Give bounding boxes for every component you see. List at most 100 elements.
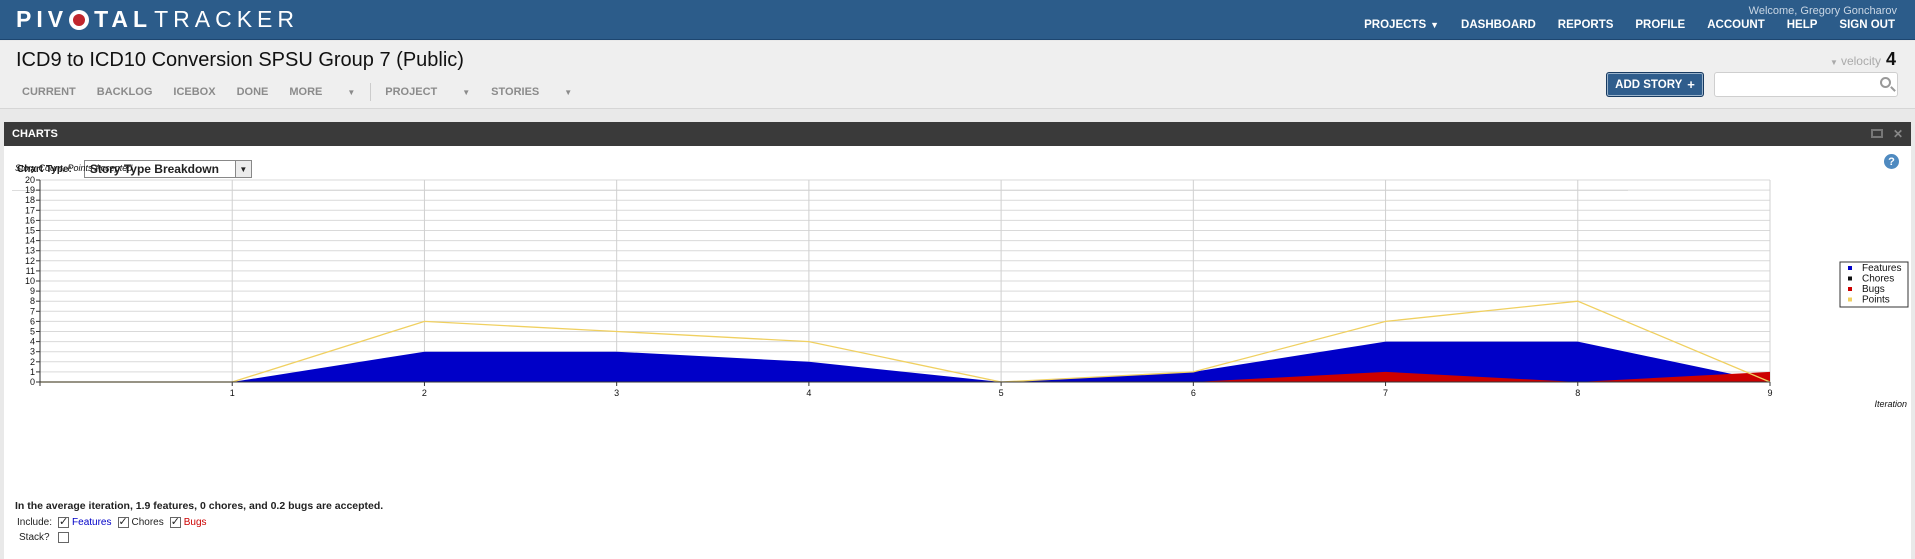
close-icon[interactable]: ✕: [1892, 127, 1903, 141]
velocity-value: 4: [1885, 49, 1896, 69]
x-tick-label: 4: [806, 388, 811, 398]
logo-o-icon: [69, 9, 90, 30]
tab-backlog[interactable]: BACKLOG: [96, 86, 153, 98]
legend-label: Chores: [1862, 274, 1894, 285]
y-tick-label: 20: [25, 175, 35, 185]
x-tick-label: 2: [422, 388, 427, 398]
include-label: Include:: [17, 517, 53, 528]
search-input[interactable]: [1714, 72, 1898, 97]
nav-projects[interactable]: PROJECTS ▼: [1364, 19, 1440, 31]
y-tick-label: 10: [25, 276, 35, 286]
chart-type-select[interactable]: Story Type Breakdown ▼: [83, 160, 252, 178]
y-tick-label: 8: [30, 296, 35, 306]
chart-type-row: Chart Type: Story Type Breakdown ▼: [17, 160, 252, 178]
bugs-series-area: [40, 371, 1770, 382]
features-checkbox[interactable]: [58, 515, 70, 528]
y-tick-label: 2: [30, 357, 35, 367]
stack-checkbox[interactable]: [57, 532, 69, 543]
caret-down-icon: ▼: [347, 88, 356, 97]
tab-icebox[interactable]: ICEBOX: [173, 86, 216, 98]
nav-help[interactable]: HELP: [1786, 19, 1818, 31]
include-row: Include: Features Chores Bugs: [17, 515, 207, 528]
charts-panel: CHARTS ✕ ? Chart Type: Story Type Breakd…: [4, 122, 1911, 559]
y-tick-label: 3: [30, 347, 35, 357]
legend-swatch: [1848, 266, 1852, 270]
chores-checkbox[interactable]: [117, 515, 129, 528]
chores-label: Chores: [131, 517, 164, 528]
project-title: ICD9 to ICD10 Conversion SPSU Group 7 (P…: [16, 49, 464, 71]
y-tick-label: 12: [25, 256, 35, 266]
main-nav: PROJECTS ▼ DASHBOARD REPORTS PROFILE ACCO…: [1320, 19, 1895, 31]
nav-reports[interactable]: REPORTS: [1557, 19, 1614, 31]
nav-profile[interactable]: PROFILE: [1635, 19, 1686, 31]
pivotal-tracker-logo[interactable]: PIV TAL TRACKER: [16, 6, 299, 32]
add-story-button[interactable]: ADD STORY +: [1606, 72, 1704, 97]
x-tick-label: 3: [614, 388, 619, 398]
tab-current[interactable]: CURRENT: [22, 86, 76, 98]
panel-title: CHARTS: [12, 128, 58, 140]
legend-swatch: [1848, 297, 1852, 302]
caret-down-icon: ▼: [462, 88, 471, 97]
welcome-text: Welcome, Gregory Goncharov: [1748, 5, 1897, 17]
top-bar: PIV TAL TRACKER Welcome, Gregory Goncharov…: [0, 0, 1915, 40]
y-tick-label: 0: [30, 377, 35, 387]
x-tick-label: 8: [1575, 388, 1580, 398]
legend-swatch: [1848, 287, 1852, 291]
x-tick-label: 7: [1383, 388, 1388, 398]
y-axis-label: Story Count, Points Accepted: [15, 163, 133, 173]
chart-type-label: Chart Type:: [17, 163, 72, 175]
x-tick-label: 5: [999, 388, 1004, 398]
project-header: ICD9 to ICD10 Conversion SPSU Group 7 (P…: [0, 41, 1915, 109]
y-tick-label: 9: [30, 286, 35, 296]
x-tick-label: 6: [1191, 388, 1196, 398]
y-tick-label: 4: [30, 337, 35, 347]
y-tick-label: 7: [30, 306, 35, 316]
tab-done[interactable]: DONE: [236, 86, 269, 98]
legend-label: Bugs: [1862, 284, 1885, 295]
project-subnav: CURRENT BACKLOG ICEBOX DONE MORE ▼ PROJEC…: [22, 83, 593, 101]
stack-row: Stack?: [19, 532, 72, 543]
nav-account[interactable]: ACCOUNT: [1707, 19, 1765, 31]
y-tick-label: 14: [25, 236, 35, 246]
divider: [370, 83, 372, 101]
summary-text: In the average iteration, 1.9 features, …: [15, 500, 384, 512]
legend-swatch: [1848, 276, 1852, 281]
y-tick-label: 19: [25, 185, 35, 195]
bugs-checkbox[interactable]: [169, 515, 181, 528]
x-tick-label: 1: [230, 388, 235, 398]
stack-label: Stack?: [19, 532, 50, 543]
y-tick-label: 13: [25, 246, 35, 256]
search-icon[interactable]: [1880, 77, 1891, 88]
x-tick-label: 9: [1767, 388, 1772, 398]
y-tick-label: 5: [30, 327, 35, 337]
y-tick-label: 15: [25, 226, 35, 236]
help-icon[interactable]: ?: [1884, 154, 1899, 169]
legend-label: Points: [1862, 295, 1890, 306]
points-series-line: [40, 300, 1771, 383]
nav-sign-out[interactable]: SIGN OUT: [1839, 19, 1895, 31]
y-tick-label: 11: [26, 266, 35, 276]
caret-down-icon: ▼: [1430, 20, 1440, 30]
plus-icon: +: [1687, 77, 1695, 92]
menu-project[interactable]: PROJECT ▼: [385, 86, 471, 98]
velocity-indicator[interactable]: ▼ velocity 4: [1830, 49, 1896, 69]
legend-label: Features: [1862, 263, 1901, 274]
y-tick-label: 1: [30, 367, 35, 377]
dropdown-arrow-icon[interactable]: ▼: [234, 161, 251, 177]
bugs-label: Bugs: [183, 517, 207, 528]
nav-dashboard[interactable]: DASHBOARD: [1461, 19, 1536, 31]
caret-down-icon: ▼: [564, 88, 573, 97]
features-series-area: [40, 341, 1770, 382]
tab-more[interactable]: MORE ▼: [289, 86, 356, 98]
features-label: Features: [72, 517, 112, 528]
charts-panel-header: CHARTS ✕: [4, 122, 1911, 146]
x-axis-label: Iteration: [1874, 399, 1907, 409]
caret-down-icon: ▼: [1830, 58, 1838, 67]
y-tick-label: 6: [30, 316, 35, 326]
y-tick-label: 18: [25, 195, 35, 205]
y-tick-label: 16: [25, 215, 35, 225]
menu-stories[interactable]: STORIES ▼: [491, 86, 573, 98]
y-tick-label: 17: [25, 205, 35, 215]
minimize-icon[interactable]: [1870, 129, 1883, 138]
